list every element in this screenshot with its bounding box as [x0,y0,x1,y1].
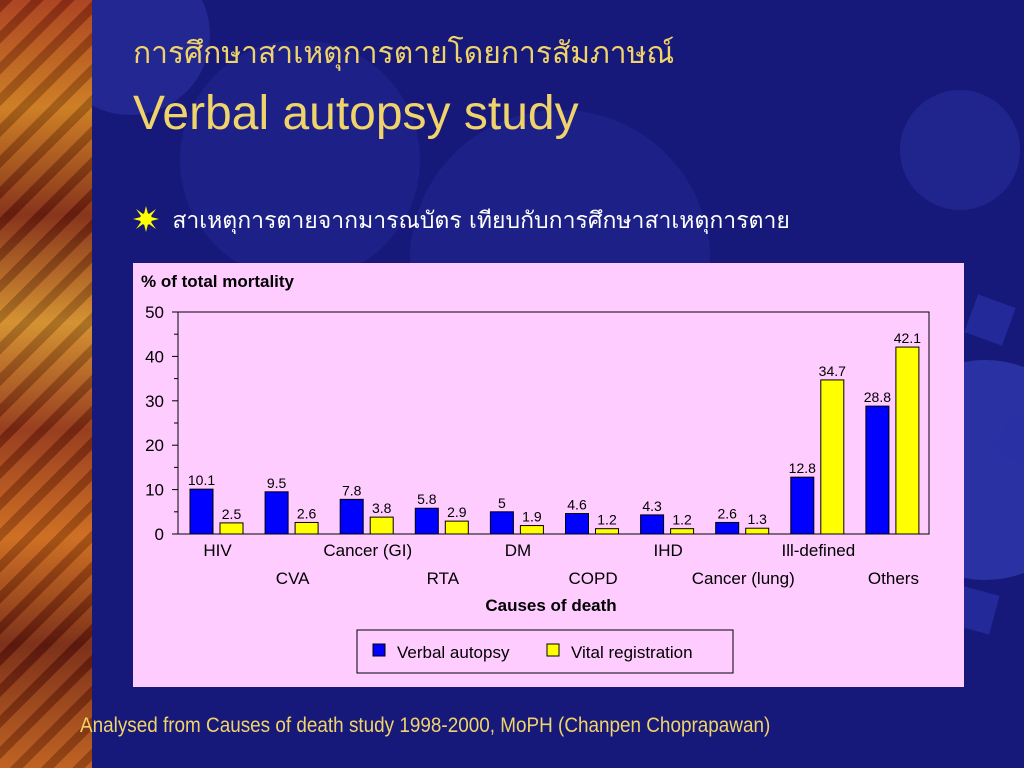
bar-verbal-autopsy [414,507,439,535]
bar-verbal-autopsy [264,491,289,535]
bar-verbal-autopsy [339,498,364,535]
bar-vital-registration [369,516,394,535]
bar-verbal-autopsy [790,476,815,535]
bar-vital-registration [820,379,845,535]
legend-box [356,629,734,674]
bar-verbal-autopsy [565,513,589,535]
sunburst-bullet-icon [133,206,159,232]
bar-verbal-autopsy [640,514,665,535]
data-label: 7.8 [342,482,362,498]
data-label: 5.8 [417,491,437,507]
data-label: 10.1 [188,472,215,488]
bar-vital-registration [294,521,319,535]
data-label: 1.3 [747,511,767,527]
x-tick-label: Cancer (GI) [323,541,412,560]
plot-area-frame [177,311,930,535]
data-label: 1.2 [672,512,692,528]
data-label: 4.6 [567,497,587,513]
bullet-point: สาเหตุการตายจากมารณบัตร เทียบกับการศึกษา… [133,203,790,239]
legend-label: Verbal autopsy [397,643,510,662]
data-label: 2.5 [222,506,242,522]
decorative-left-strip [0,0,92,768]
bar-vital-registration [670,528,695,535]
data-label: 4.3 [642,498,662,514]
y-tick-label: 40 [145,347,164,366]
data-label: 1.2 [597,512,617,528]
source-note: Analysed from Causes of death study 1998… [80,714,771,737]
bar-vital-registration [745,527,770,535]
x-tick-label: RTA [427,569,460,588]
slide-title-thai: การศึกษาสาเหตุการตายโดยการสัมภาษณ์ [133,36,675,71]
bar-chart: % of total mortality 0 10 20 30 40 50 10.1 2.5 HI… [141,272,930,674]
bar-verbal-autopsy [715,521,740,535]
bar-verbal-autopsy [189,488,214,535]
bar-verbal-autopsy [865,405,890,535]
y-tick-label: 30 [145,392,164,411]
bar-vital-registration [519,525,544,535]
legend-label: Vital registration [571,643,693,662]
data-label: 2.6 [717,505,737,521]
data-label: 2.6 [297,505,317,521]
x-axis-title: Causes of death [485,596,616,615]
data-label: 5 [498,495,506,511]
bar-vital-registration [895,346,920,535]
data-label: 3.8 [372,500,392,516]
legend-swatch [546,643,560,657]
data-label: 1.9 [522,509,542,525]
legend-swatch [372,643,386,657]
chart-panel: % of total mortality 0 10 20 30 40 50 10.1 2.5 HI… [133,263,964,687]
x-tick-label: IHD [654,541,683,560]
data-label: 12.8 [789,460,816,476]
chart-title: % of total mortality [141,272,295,291]
x-tick-label: Ill-defined [781,541,855,560]
x-tick-label: CVA [276,569,310,588]
bar-vital-registration [444,520,469,535]
data-label: 9.5 [267,475,287,491]
bullet-text: สาเหตุการตายจากมารณบัตร เทียบกับการศึกษา… [172,208,790,234]
x-tick-label: HIV [203,541,232,560]
x-tick-label: COPD [568,569,617,588]
y-tick-label: 0 [155,525,164,544]
y-tick-label: 20 [145,436,164,455]
y-tick-label: 10 [145,481,164,500]
x-tick-label: DM [505,541,531,560]
bar-verbal-autopsy [489,511,514,535]
y-tick-label: 50 [145,303,164,322]
slide-title-english: Verbal autopsy study [133,87,579,140]
data-label: 34.7 [819,363,846,379]
bar-vital-registration [219,522,244,535]
data-label: 28.8 [864,389,891,405]
data-label: 42.1 [894,330,921,346]
data-label: 2.9 [447,504,467,520]
x-tick-label: Cancer (lung) [692,569,795,588]
x-tick-label: Others [868,569,919,588]
bar-vital-registration [595,528,619,535]
